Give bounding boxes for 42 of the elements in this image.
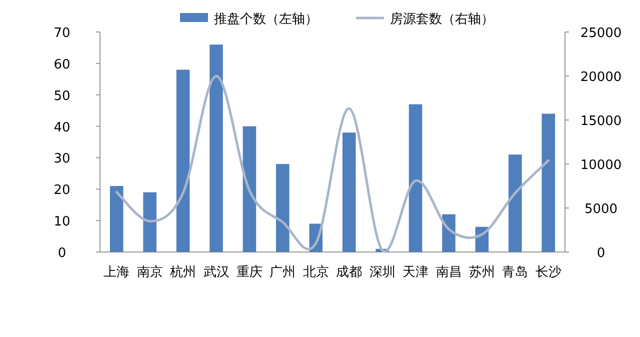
- bar: [342, 132, 356, 252]
- bar: [508, 154, 522, 252]
- bar: [176, 70, 190, 252]
- bar: [542, 114, 556, 252]
- line-series: [115, 74, 550, 252]
- x-tick-label: 深圳: [369, 265, 396, 280]
- x-tick-label: 青岛: [502, 265, 528, 280]
- x-tick-label: 天津: [402, 265, 429, 280]
- y2-tick-label: 0: [596, 246, 606, 261]
- y2-tick-label: 10000: [580, 158, 622, 173]
- y-tick-label: 60: [54, 57, 70, 72]
- legend-label: 房源套数（右轴）: [390, 11, 494, 27]
- x-tick-label: 武汉: [203, 265, 230, 280]
- x-tick-label: 重庆: [236, 265, 262, 280]
- y2-tick-label: 20000: [580, 70, 622, 85]
- x-tick-label: 上海: [104, 265, 130, 280]
- bar: [276, 164, 290, 252]
- y-tick-label: 20: [54, 183, 70, 198]
- y-tick-label: 30: [54, 152, 70, 167]
- bar: [442, 214, 456, 252]
- y-tick-label: 0: [58, 246, 66, 261]
- bar: [143, 192, 156, 252]
- legend-label: 推盘个数（左轴）: [214, 12, 318, 27]
- bar: [408, 104, 422, 252]
- x-tick-label: 南昌: [436, 265, 462, 280]
- y2-tick-label: 25000: [580, 26, 622, 41]
- bar: [110, 186, 124, 252]
- y-tick-label: 40: [54, 120, 70, 136]
- bar: [242, 126, 256, 252]
- y-tick-label: 50: [54, 88, 70, 104]
- x-tick-label: 广州: [270, 265, 296, 280]
- x-tick-label: 成都: [336, 265, 362, 280]
- y-tick-label: 70: [54, 26, 70, 41]
- x-tick-label: 长沙: [535, 265, 562, 280]
- bar: [210, 44, 223, 252]
- x-tick-label: 杭州: [169, 265, 196, 280]
- y2-tick-label: 5000: [584, 202, 618, 217]
- y2-tick-label: 15000: [580, 114, 622, 129]
- x-tick-label: 苏州: [468, 265, 495, 280]
- x-tick-label: 北京: [302, 265, 329, 280]
- x-tick-label: 南京: [136, 265, 163, 280]
- y-tick-label: 10: [54, 214, 70, 230]
